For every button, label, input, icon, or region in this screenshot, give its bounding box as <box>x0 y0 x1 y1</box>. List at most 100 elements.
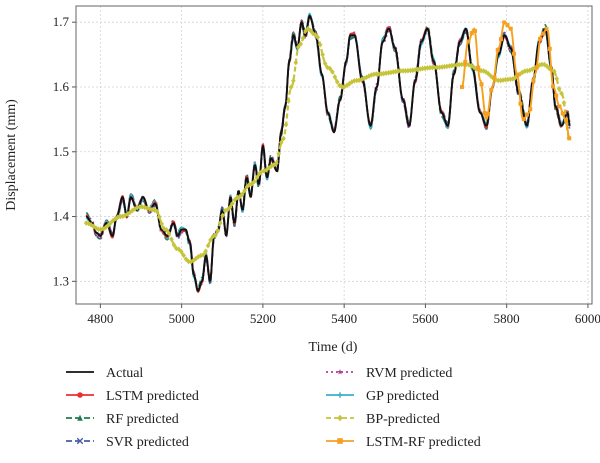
series-point-lstm-rf-predicted <box>466 39 471 44</box>
series-point-lstm-rf-predicted <box>485 112 490 117</box>
series-point-bp-predicted <box>437 64 442 71</box>
series-point-bp-predicted <box>483 69 489 75</box>
legend-label: Actual <box>106 366 143 381</box>
series-point-lstm-rf-predicted <box>502 20 507 25</box>
series-point-bp-predicted <box>191 257 196 264</box>
series-point-bp-predicted <box>283 121 289 128</box>
series-point-bp-predicted <box>125 211 130 217</box>
series-point-bp-predicted <box>488 73 494 79</box>
plot-area <box>76 6 592 304</box>
series-point-bp-predicted <box>520 69 525 76</box>
series-lstm-rf-predicted <box>459 20 572 141</box>
series-point-bp-predicted <box>551 68 557 75</box>
series-point-bp-predicted <box>354 77 360 84</box>
series-point-bp-predicted <box>322 60 328 67</box>
series-point-bp-predicted <box>222 207 228 214</box>
series-point-bp-predicted <box>444 63 450 70</box>
series-point-bp-predicted <box>481 68 486 74</box>
series-point-lstm-rf-predicted <box>469 31 474 36</box>
series-point-bp-predicted <box>215 227 221 234</box>
series-point-bp-predicted <box>559 90 564 97</box>
series-point-bp-predicted <box>254 174 260 181</box>
series-point-bp-predicted <box>193 255 199 262</box>
series-point-bp-predicted <box>300 35 306 41</box>
series-point-bp-predicted <box>166 230 172 237</box>
legend-marker <box>337 414 343 422</box>
series-point-bp-predicted <box>391 69 396 75</box>
legend-marker <box>77 392 83 398</box>
series-point-bp-predicted <box>144 205 150 211</box>
series-point-bp-predicted <box>408 67 413 74</box>
series-point-bp-predicted <box>317 41 323 48</box>
series-point-bp-predicted <box>286 98 291 104</box>
series-point-bp-predicted <box>451 62 457 69</box>
series-point-bp-predicted <box>242 187 247 194</box>
series-point-lstm-rf-predicted <box>547 46 552 51</box>
series-point-bp-predicted <box>239 191 245 198</box>
series-point-bp-predicted <box>132 206 138 212</box>
series-point-lstm-rf-predicted <box>479 82 484 87</box>
x-tick-label: 5400 <box>331 311 357 326</box>
series-point-lstm-rf-predicted <box>541 31 546 36</box>
series-point-bp-predicted <box>149 206 155 213</box>
series-point-bp-predicted <box>183 256 189 263</box>
series-point-bp-predicted <box>422 65 428 72</box>
series-point-bp-predicted <box>403 67 408 74</box>
series-point-bp-predicted <box>466 61 472 68</box>
series-point-lstm-rf-predicted <box>521 117 526 122</box>
series-point-bp-predicted <box>127 209 133 216</box>
series-point-bp-predicted <box>208 237 213 243</box>
series-point-bp-predicted <box>220 212 225 219</box>
x-tick-label: 4800 <box>87 311 113 326</box>
series-point-bp-predicted <box>373 71 379 77</box>
series-point-bp-predicted <box>154 208 160 215</box>
y-tick-label: 1.6 <box>53 79 70 94</box>
series-point-bp-predicted <box>203 248 208 255</box>
series-point-bp-predicted <box>505 76 511 83</box>
series-point-bp-predicted <box>293 59 299 66</box>
series-point-lstm-rf-predicted <box>524 112 529 117</box>
series-point-bp-predicted <box>225 206 230 213</box>
series-point-bp-predicted <box>117 213 123 220</box>
series-point-bp-predicted <box>261 168 267 174</box>
series-point-bp-predicted <box>135 204 140 211</box>
x-tick-label: 5600 <box>412 311 438 326</box>
legend-item-lstm-rf-predicted: LSTM-RF predicted <box>326 435 481 450</box>
series-point-bp-predicted <box>495 77 501 84</box>
series-point-bp-predicted <box>310 30 316 37</box>
series-point-bp-predicted <box>498 77 503 84</box>
series-point-bp-predicted <box>259 168 264 175</box>
series-point-bp-predicted <box>120 213 126 220</box>
legend-item-lstm-predicted: LSTM predicted <box>66 389 199 404</box>
series-point-bp-predicted <box>281 135 286 142</box>
series-point-bp-predicted <box>288 84 294 91</box>
series-point-bp-predicted <box>303 28 308 34</box>
series-point-bp-predicted <box>291 78 296 84</box>
series-layer <box>83 12 572 293</box>
legend: Actual LSTM predicted RF predicted SVR pred… <box>66 366 481 450</box>
legend-marker <box>77 414 83 421</box>
series-point-bp-predicted <box>459 61 464 68</box>
series-point-bp-predicted <box>264 167 269 173</box>
series-point-bp-predicted <box>159 221 165 227</box>
series-point-bp-predicted <box>156 213 162 220</box>
series-point-bp-predicted <box>164 227 169 233</box>
series-point-lstm-rf-predicted <box>515 72 520 77</box>
series-point-lstm-rf-predicted <box>498 37 503 42</box>
series-point-bp-predicted <box>339 84 345 90</box>
series-point-bp-predicted <box>315 34 321 41</box>
series-point-bp-predicted <box>398 68 403 74</box>
series-point-lstm-rf-predicted <box>505 23 510 28</box>
legend-item-bp-predicted: BP-predicted <box>326 412 440 427</box>
series-point-bp-predicted <box>400 68 406 74</box>
series-point-bp-predicted <box>271 162 277 168</box>
series-point-lstm-rf-predicted <box>476 65 481 70</box>
legend-item-gp-predicted: GP predicted <box>326 389 439 404</box>
legend-label: LSTM predicted <box>106 389 199 404</box>
grid-layer <box>76 6 592 304</box>
legend-marker <box>337 392 343 398</box>
series-point-bp-predicted <box>427 64 433 71</box>
series-point-bp-predicted <box>278 139 284 146</box>
series-point-bp-predicted <box>227 204 233 211</box>
x-tick-label: 6000 <box>575 311 600 326</box>
